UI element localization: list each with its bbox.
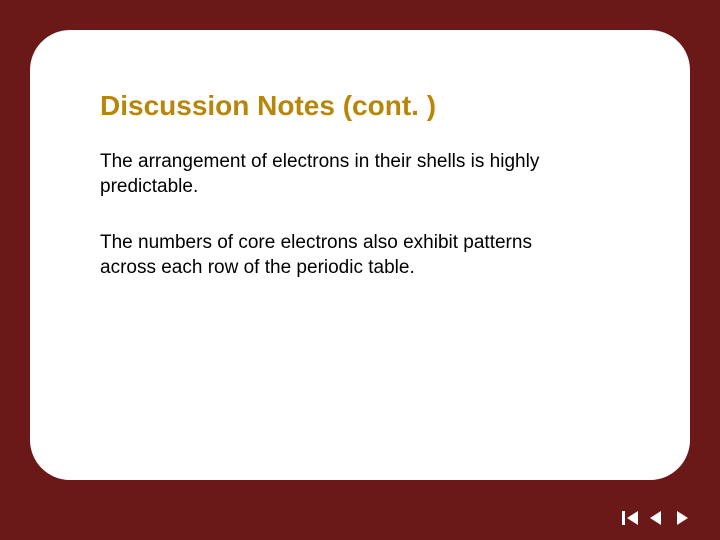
skip-back-icon (622, 511, 638, 525)
slide-title: Discussion Notes (cont. ) (100, 90, 620, 122)
first-slide-button[interactable] (622, 510, 638, 526)
next-slide-button[interactable] (674, 510, 690, 526)
previous-slide-button[interactable] (648, 510, 664, 526)
triangle-right-icon (675, 511, 689, 525)
body-paragraph-1: The arrangement of electrons in their sh… (100, 150, 580, 199)
nav-controls (622, 510, 690, 526)
body-paragraph-2: The numbers of core electrons also exhib… (100, 231, 580, 280)
slide-card: Discussion Notes (cont. ) The arrangemen… (30, 30, 690, 480)
triangle-left-icon (649, 511, 663, 525)
